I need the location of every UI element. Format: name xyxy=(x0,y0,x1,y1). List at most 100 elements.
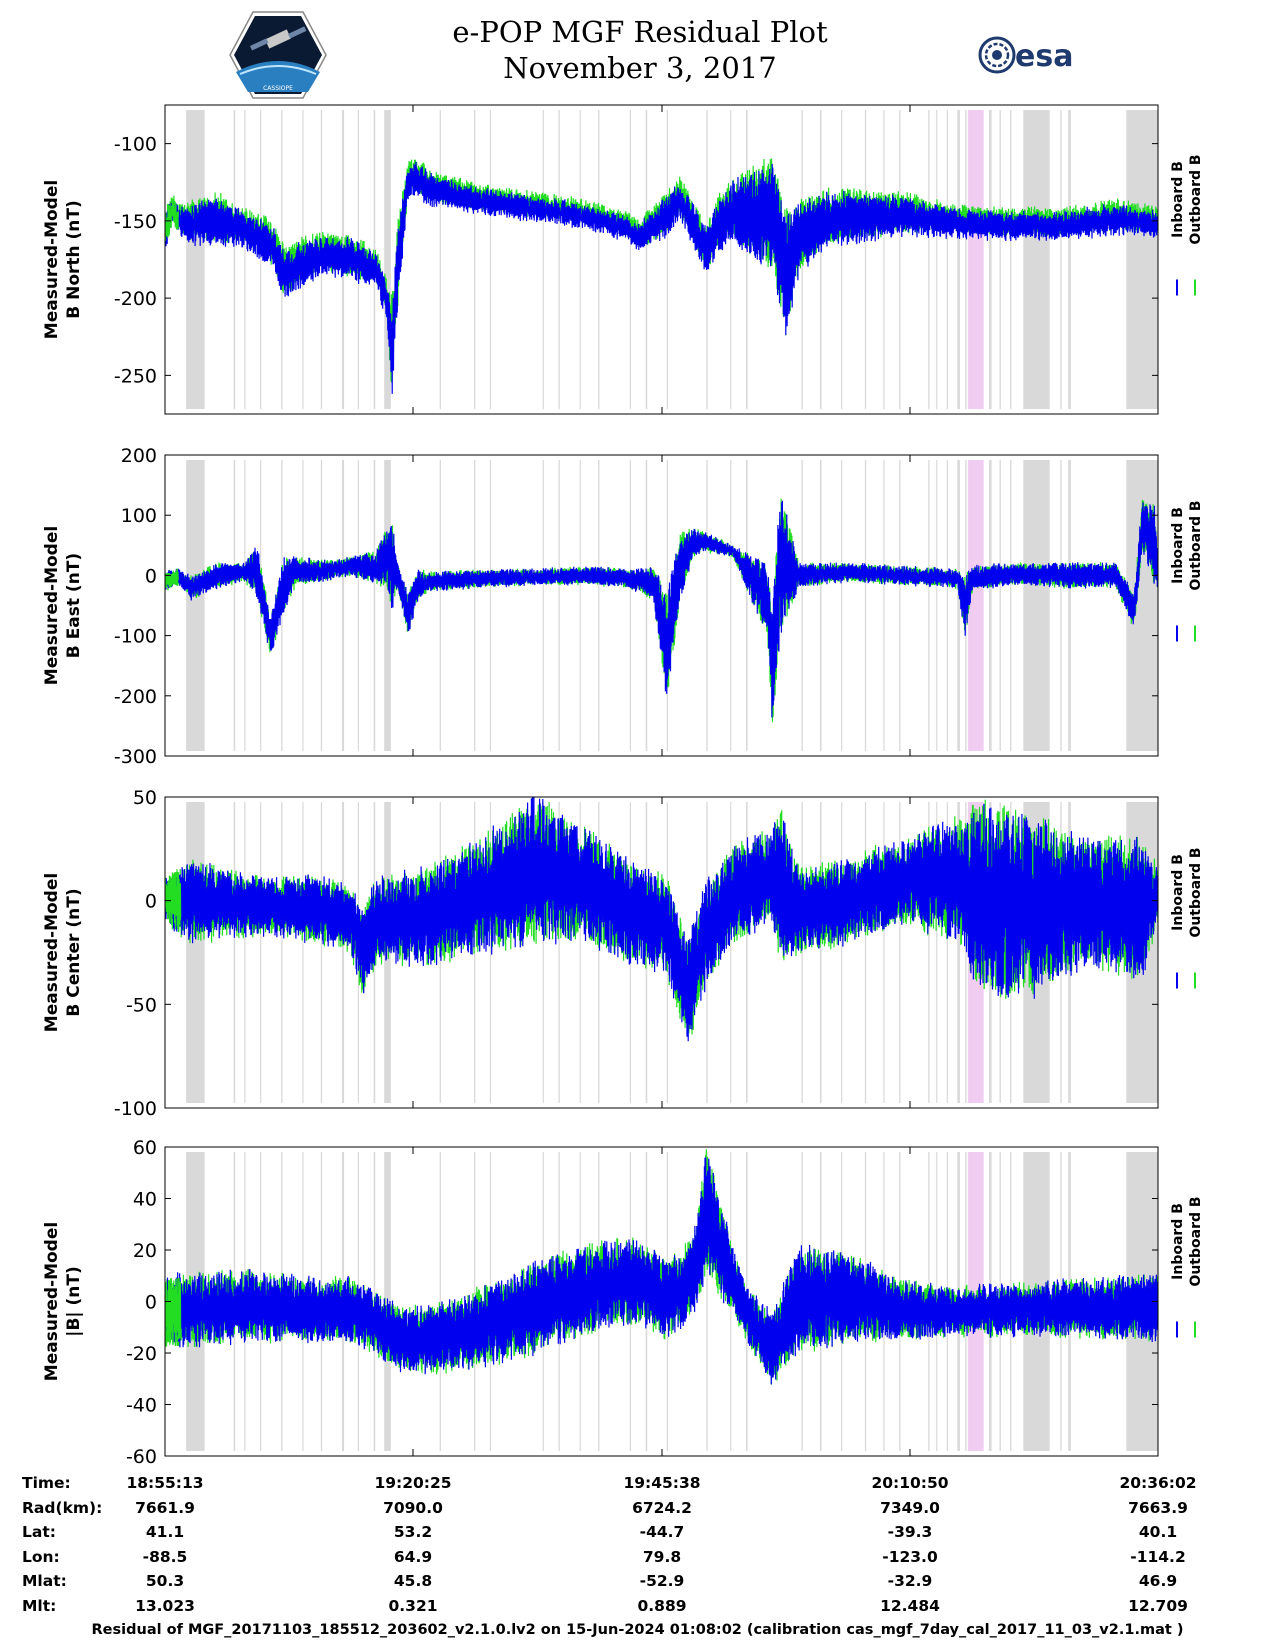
gap-band xyxy=(1010,460,1012,751)
gap-band xyxy=(946,802,948,1103)
gap-band xyxy=(233,802,236,1103)
y-tick-label: -50 xyxy=(126,994,157,1016)
y-tick-label: -250 xyxy=(114,365,157,387)
gap-band xyxy=(965,802,967,1103)
table-cell: 13.023 xyxy=(135,1596,195,1615)
table-cell: 18:55:13 xyxy=(126,1474,204,1492)
table-row-label: Time: xyxy=(22,1474,71,1492)
y-tick-label: -300 xyxy=(114,746,157,768)
gap-band xyxy=(936,460,938,751)
table-cell: 0.889 xyxy=(637,1596,687,1615)
gap-band xyxy=(384,110,391,409)
gap-band xyxy=(965,110,967,409)
gap-band xyxy=(489,460,492,751)
gap-band xyxy=(302,460,304,751)
gap-band-pink xyxy=(967,460,984,751)
panel-2: -300 -200 -100 0 100 200 Measured-Model B East … xyxy=(42,445,1204,768)
legend-inboard-label: Inboard B xyxy=(1170,1203,1186,1280)
gap-band xyxy=(899,802,901,1103)
gap-band xyxy=(320,802,323,1103)
gap-band xyxy=(864,110,867,409)
legend-inboard-label: Inboard B xyxy=(1170,854,1186,931)
gap-band xyxy=(579,460,581,751)
gap-band xyxy=(281,802,283,1103)
table-cell: 53.2 xyxy=(393,1523,433,1541)
table-cell: -88.5 xyxy=(142,1547,188,1566)
y-axis-label: Measured-Model B East (nT) xyxy=(42,526,84,685)
gap-band xyxy=(841,110,843,409)
table-row-label: Rad(km): xyxy=(22,1498,103,1517)
table-cell: 12.709 xyxy=(1128,1596,1188,1615)
legend-inboard-label: Inboard B xyxy=(1170,161,1186,238)
gap-band xyxy=(801,460,803,751)
gap-band xyxy=(341,460,345,751)
table-cell: -123.0 xyxy=(882,1547,938,1566)
gap-band xyxy=(706,460,708,751)
y-tick-label: 20 xyxy=(133,1240,157,1262)
table-cell: 45.8 xyxy=(393,1572,433,1590)
y-tick-label: -60 xyxy=(126,1446,157,1468)
plot-title: e-POP MGF Residual Plot November 3, 2017 xyxy=(400,14,880,86)
y-tick-label: 100 xyxy=(121,505,157,527)
gap-band xyxy=(629,110,632,409)
table-row-label: Mlt: xyxy=(22,1596,57,1615)
gap-band xyxy=(542,460,544,751)
gap-band xyxy=(1010,110,1012,409)
y-tick-label: -150 xyxy=(114,211,157,233)
table-cell: 50.3 xyxy=(145,1572,185,1590)
gap-band xyxy=(841,802,843,1103)
gap-band xyxy=(489,110,492,409)
table-cell: 7090.0 xyxy=(383,1498,443,1517)
gap-band xyxy=(706,1152,708,1451)
table-cell: 41.1 xyxy=(145,1523,185,1541)
gap-band xyxy=(957,802,960,1103)
esa-logo: esa xyxy=(978,36,1073,74)
gap-band xyxy=(819,802,822,1103)
gap-band xyxy=(1068,110,1071,409)
gap-band xyxy=(645,460,648,751)
gap-band xyxy=(542,802,544,1103)
gap-band xyxy=(746,460,748,751)
legend: Inboard B Outboard B xyxy=(1170,500,1204,642)
gap-band xyxy=(439,460,441,751)
y-tick-label: 200 xyxy=(121,445,157,467)
gap-band xyxy=(341,802,345,1103)
y-tick-label: 40 xyxy=(133,1189,157,1211)
gap-band xyxy=(1068,460,1071,751)
table-row: Rad(km): 7661.9 7090.0 6724.2 7349.0 7663.9 xyxy=(0,1499,1275,1523)
mission-patch-text: CASSIOPE xyxy=(263,85,293,92)
gap-band xyxy=(746,802,748,1103)
gap-band xyxy=(357,460,359,751)
gap-band xyxy=(819,110,822,409)
gap-band xyxy=(1023,460,1050,751)
y-tick-label: -100 xyxy=(114,626,157,648)
table-cell: -39.3 xyxy=(887,1523,933,1541)
table-row: Mlt: 13.023 0.321 0.889 12.484 12.709 xyxy=(0,1597,1275,1621)
gap-band xyxy=(819,460,822,751)
gap-band xyxy=(645,110,648,409)
gap-band xyxy=(373,460,376,751)
gap-band xyxy=(936,110,938,409)
gap-band xyxy=(946,460,948,751)
y-tick-label: 0 xyxy=(145,891,157,913)
gap-band xyxy=(186,110,205,409)
table-cell: 7349.0 xyxy=(880,1498,940,1517)
gap-band xyxy=(384,802,391,1103)
title-line-2: November 3, 2017 xyxy=(503,51,777,85)
gap-band xyxy=(864,802,867,1103)
gap-band xyxy=(473,110,476,409)
y-tick-label: -20 xyxy=(126,1343,157,1365)
table-cell: 19:45:38 xyxy=(623,1474,701,1492)
gap-band xyxy=(999,460,1001,751)
table-cell: -32.9 xyxy=(887,1572,933,1590)
gap-band xyxy=(1126,110,1158,409)
gap-band xyxy=(988,460,992,751)
table-cell: -52.9 xyxy=(639,1572,685,1590)
gap-band xyxy=(233,110,236,409)
table-cell: 12.484 xyxy=(880,1596,940,1615)
legend-outboard-label: Outboard B xyxy=(1188,154,1204,244)
table-cell: 0.321 xyxy=(388,1596,438,1615)
gap-band xyxy=(598,802,600,1103)
table-row: Mlat: 50.3 45.8 -52.9 -32.9 46.9 xyxy=(0,1572,1275,1596)
